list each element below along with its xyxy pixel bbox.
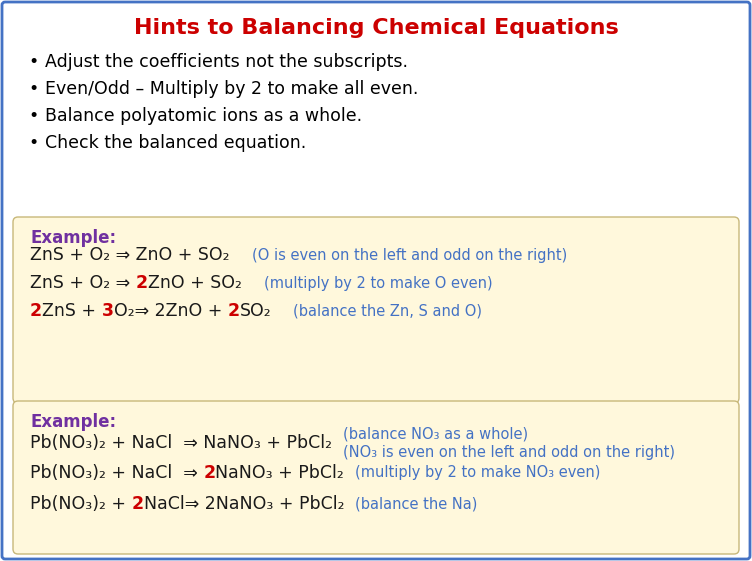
FancyBboxPatch shape xyxy=(13,217,739,403)
Text: 2: 2 xyxy=(203,464,215,482)
Text: (multiply by 2 to make NO₃ even): (multiply by 2 to make NO₃ even) xyxy=(355,466,601,481)
Text: Example:: Example: xyxy=(30,413,116,431)
Text: 2: 2 xyxy=(30,302,42,320)
Text: 2: 2 xyxy=(228,302,240,320)
Text: Pb(NO₃)₂ + NaCl  ⇒ NaNO₃ + PbCl₂: Pb(NO₃)₂ + NaCl ⇒ NaNO₃ + PbCl₂ xyxy=(30,434,332,452)
Text: ZnO + SO₂: ZnO + SO₂ xyxy=(147,274,241,292)
Text: (multiply by 2 to make O even): (multiply by 2 to make O even) xyxy=(264,275,493,291)
Text: (NO₃ is even on the left and odd on the right): (NO₃ is even on the left and odd on the … xyxy=(343,444,675,459)
Text: Hints to Balancing Chemical Equations: Hints to Balancing Chemical Equations xyxy=(134,18,618,38)
Text: SO₂: SO₂ xyxy=(240,302,271,320)
Text: •: • xyxy=(28,134,38,152)
Text: (balance the Na): (balance the Na) xyxy=(355,496,478,512)
Text: (balance NO₃ as a whole): (balance NO₃ as a whole) xyxy=(343,426,528,442)
Text: ZnS +: ZnS + xyxy=(42,302,102,320)
FancyBboxPatch shape xyxy=(13,401,739,554)
Text: •: • xyxy=(28,53,38,71)
Text: 3: 3 xyxy=(102,302,114,320)
Text: O₂⇒ 2ZnO +: O₂⇒ 2ZnO + xyxy=(114,302,228,320)
Text: ZnS + O₂ ⇒: ZnS + O₂ ⇒ xyxy=(30,274,135,292)
Text: 2: 2 xyxy=(132,495,144,513)
Text: (O is even on the left and odd on the right): (O is even on the left and odd on the ri… xyxy=(251,247,567,263)
Text: 2: 2 xyxy=(135,274,147,292)
Text: NaNO₃ + PbCl₂: NaNO₃ + PbCl₂ xyxy=(215,464,344,482)
Text: Pb(NO₃)₂ + NaCl  ⇒: Pb(NO₃)₂ + NaCl ⇒ xyxy=(30,464,203,482)
Text: (balance the Zn, S and O): (balance the Zn, S and O) xyxy=(293,304,482,319)
Text: Example:: Example: xyxy=(30,229,116,247)
Text: NaCl⇒ 2NaNO₃ + PbCl₂: NaCl⇒ 2NaNO₃ + PbCl₂ xyxy=(144,495,344,513)
Text: Pb(NO₃)₂ +: Pb(NO₃)₂ + xyxy=(30,495,132,513)
Text: ZnS + O₂ ⇒ ZnO + SO₂: ZnS + O₂ ⇒ ZnO + SO₂ xyxy=(30,246,229,264)
Text: •: • xyxy=(28,107,38,125)
Text: Adjust the coefficients not the subscripts.: Adjust the coefficients not the subscrip… xyxy=(45,53,408,71)
Text: Balance polyatomic ions as a whole.: Balance polyatomic ions as a whole. xyxy=(45,107,362,125)
Text: Check the balanced equation.: Check the balanced equation. xyxy=(45,134,306,152)
Text: •: • xyxy=(28,80,38,98)
Text: Even/Odd – Multiply by 2 to make all even.: Even/Odd – Multiply by 2 to make all eve… xyxy=(45,80,418,98)
